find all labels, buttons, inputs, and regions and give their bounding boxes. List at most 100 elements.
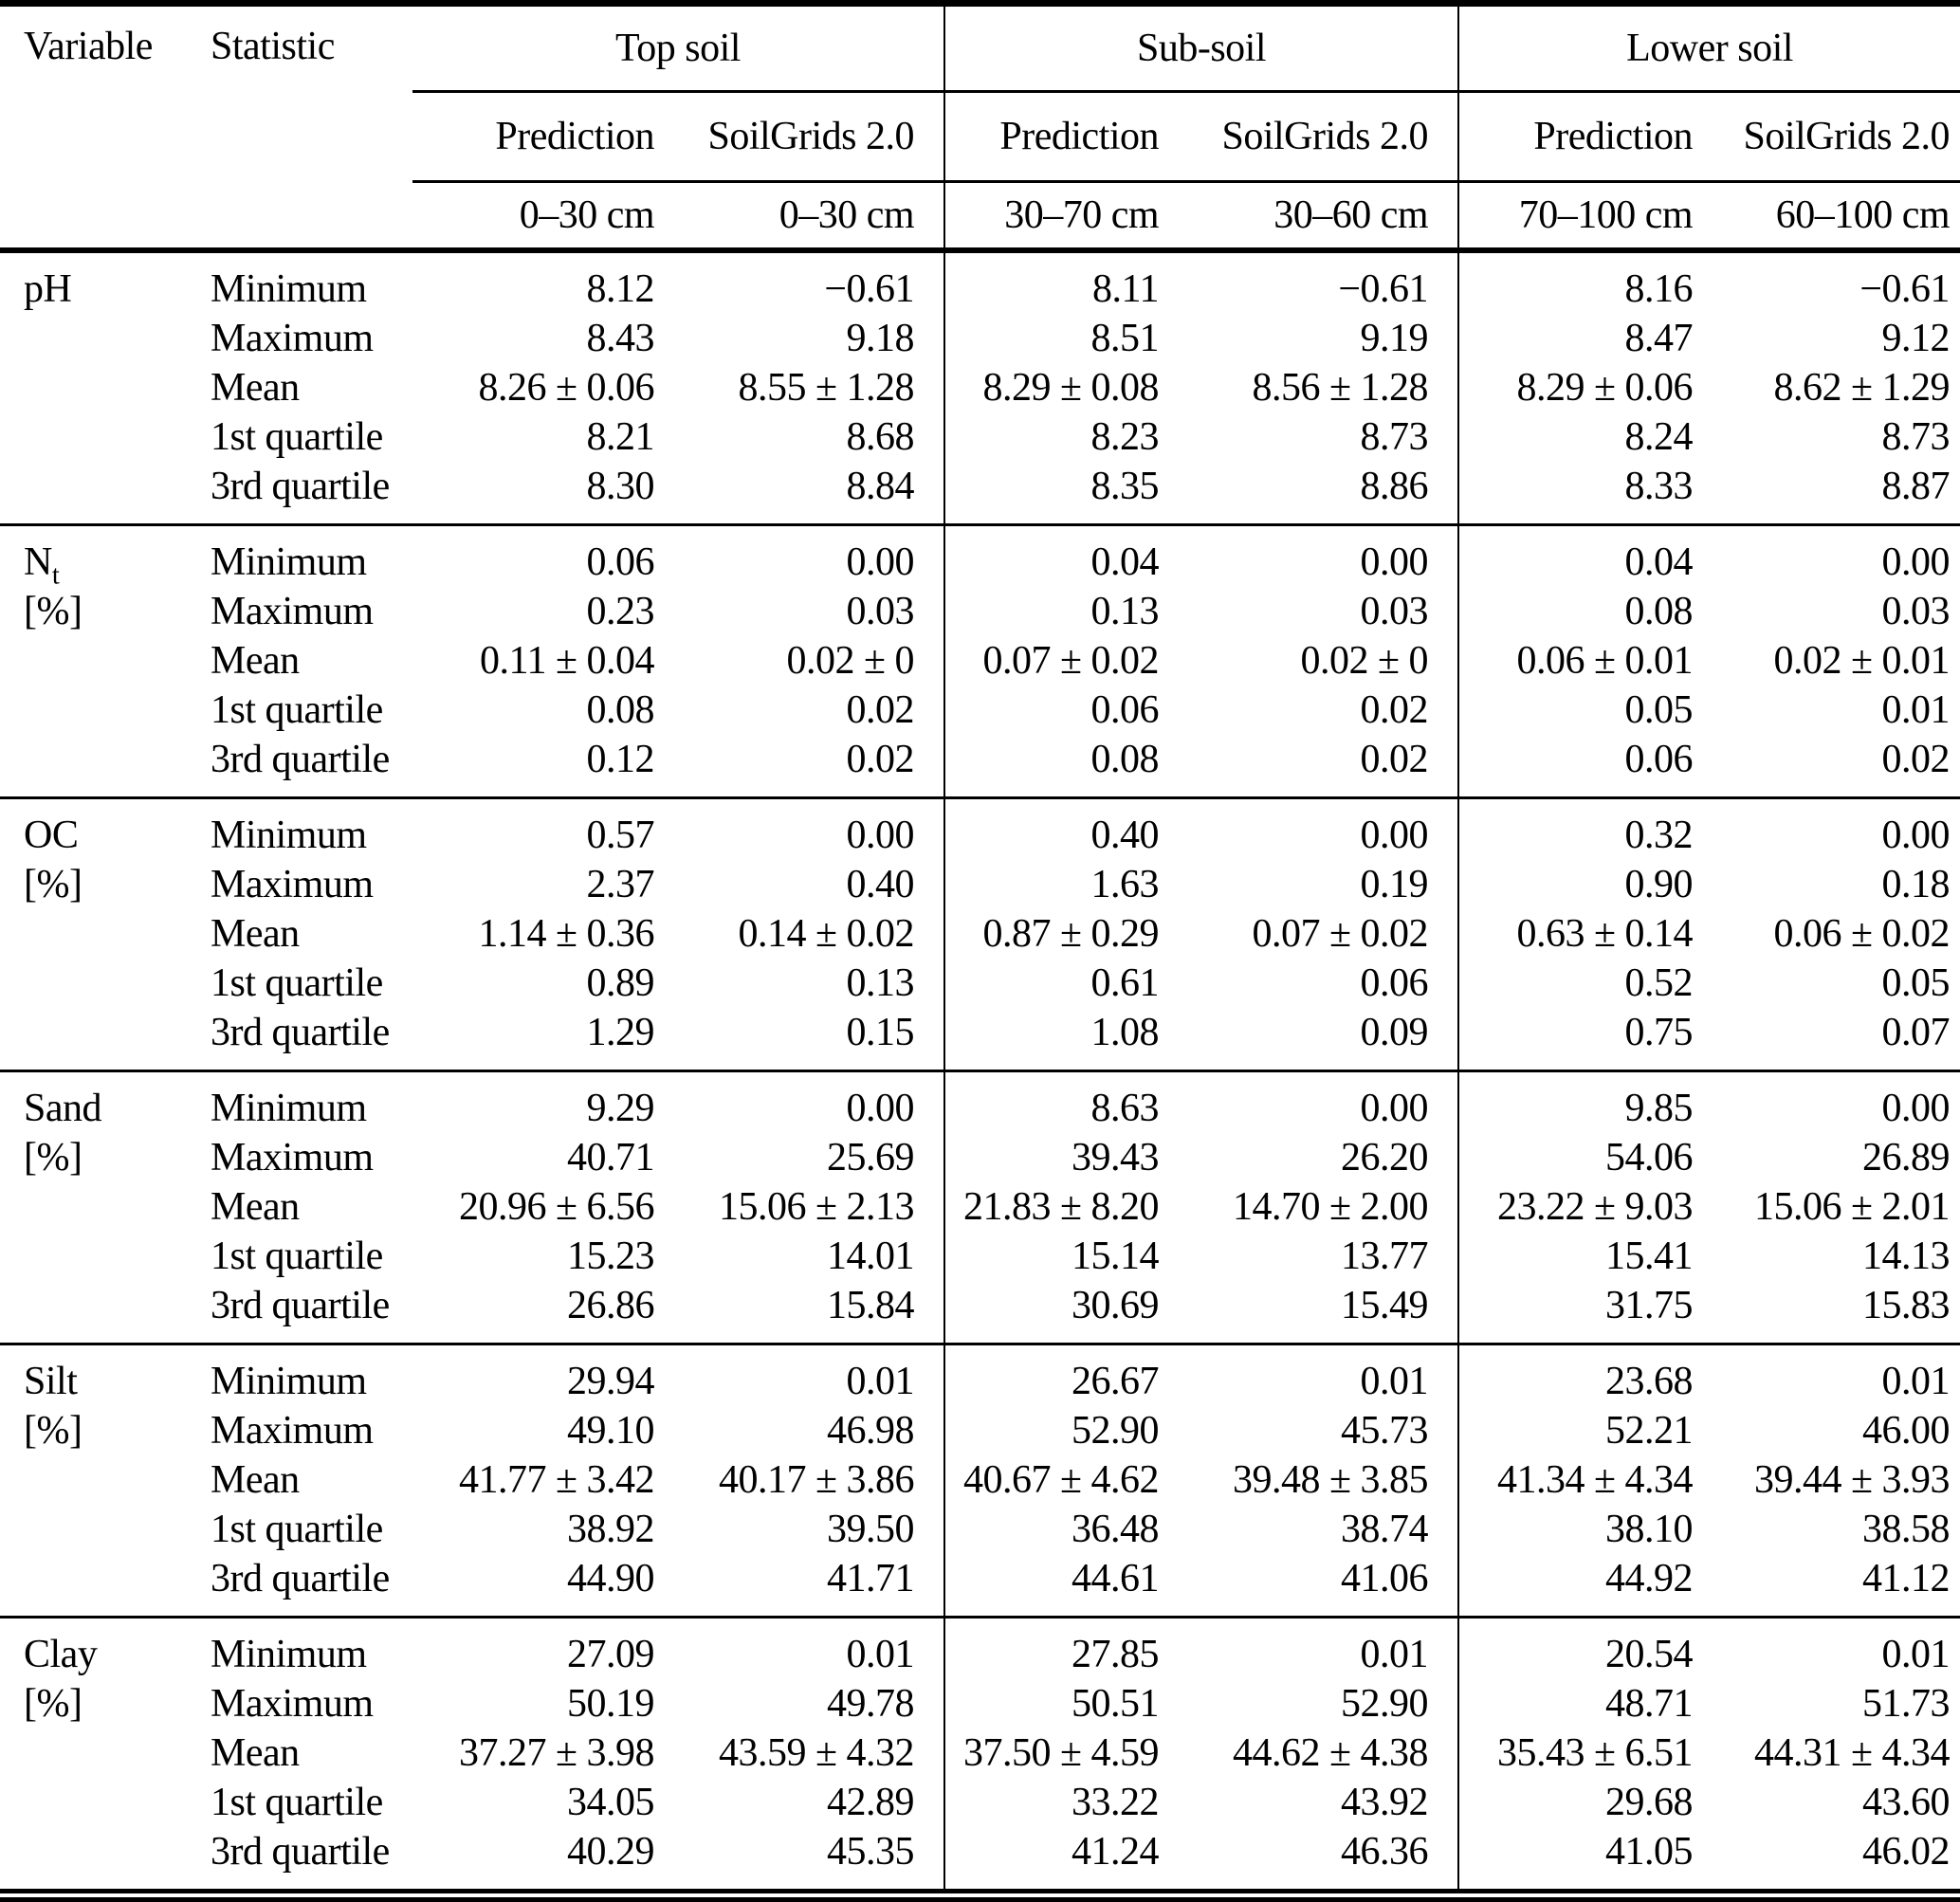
- value-cell: 52.90: [943, 1406, 1187, 1455]
- value-cell: 48.71: [1457, 1679, 1707, 1728]
- value-cell: 8.73: [1360, 415, 1429, 459]
- value-cell: 0.02: [1360, 738, 1429, 781]
- group-header-lower-soil: Lower soil: [1456, 3, 1960, 93]
- value-cell: 0.40: [846, 863, 915, 906]
- value-cell: 0.00: [1360, 540, 1429, 584]
- value-cell: 9.19: [1360, 317, 1429, 360]
- statistic-label: Maximum: [211, 590, 374, 633]
- section-sand: Sand Minimum 9.29 0.00 8.63 0.00 9.85 0.00 [%] Ma…: [0, 1070, 1960, 1344]
- statistic-label: Maximum: [211, 1409, 374, 1453]
- value-cell: 8.73: [1881, 415, 1951, 459]
- value-cell: 51.73: [1862, 1682, 1951, 1726]
- value-cell: 41.06: [1341, 1557, 1429, 1600]
- value-cell: 13.77: [1341, 1234, 1429, 1278]
- value-cell: 44.61: [943, 1554, 1187, 1618]
- statistic-label: Mean: [211, 912, 300, 956]
- value-cell: 44.62 ± 4.38: [1232, 1731, 1429, 1775]
- variable-label: OC: [24, 814, 79, 857]
- value-cell: 0.06 ± 0.02: [1773, 912, 1951, 956]
- value-cell: 38.92: [567, 1508, 655, 1551]
- table-row: [%] Maximum 2.37 0.40 1.63 0.19 0.90 0.18: [0, 860, 1960, 909]
- section-oc: OC Minimum 0.57 0.00 0.40 0.00 0.32 0.00 [%] Maxi…: [0, 797, 1960, 1071]
- value-cell: 2.37: [586, 863, 655, 906]
- table-row: 1st quartile 38.92 39.50 36.48 38.74 38.10 38.…: [0, 1505, 1960, 1554]
- table-row: Mean 41.77 ± 3.42 40.17 ± 3.86 40.67 ± 4.62…: [0, 1455, 1960, 1505]
- value-cell: 0.02: [1881, 738, 1951, 781]
- variable-spacer: [0, 1554, 190, 1618]
- value-cell: 44.31 ± 4.34: [1753, 1731, 1951, 1775]
- value-cell: 26.89: [1862, 1136, 1951, 1180]
- column-header-prediction: Prediction: [1457, 91, 1707, 183]
- table-row: 3rd quartile 26.86 15.84 30.69 15.49 31.75 15.…: [0, 1281, 1960, 1344]
- statistic-label: Minimum: [211, 267, 367, 311]
- value-cell: 40.17 ± 3.86: [718, 1458, 915, 1502]
- table-row: [%] Maximum 0.23 0.03 0.13 0.03 0.08 0.03: [0, 587, 1960, 636]
- value-cell: 0.02: [846, 688, 915, 732]
- variable-spacer: [0, 1778, 190, 1827]
- value-cell: 0.07 ± 0.02: [943, 636, 1187, 686]
- statistic-label: 3rd quartile: [211, 738, 390, 781]
- value-cell: 0.06: [943, 686, 1187, 735]
- value-cell: 42.89: [827, 1781, 915, 1824]
- depth-header: 60–100 cm: [1775, 193, 1951, 237]
- value-cell: 0.01: [1360, 1360, 1429, 1403]
- value-cell: 1.14 ± 0.36: [478, 912, 654, 956]
- section-ph: pH Minimum 8.12 −0.61 8.11 −0.61 8.16 −0.61 Maxi…: [0, 250, 1960, 525]
- value-cell: 14.70 ± 2.00: [1232, 1185, 1429, 1229]
- value-cell: 41.12: [1862, 1557, 1951, 1600]
- variable-spacer: [0, 363, 190, 412]
- value-cell: 36.48: [943, 1505, 1187, 1554]
- statistic-label: Minimum: [211, 814, 367, 857]
- value-cell: 30.69: [943, 1281, 1187, 1344]
- variable-spacer: [0, 412, 190, 462]
- value-cell: 25.69: [827, 1136, 915, 1180]
- value-cell: 0.02 ± 0: [1300, 639, 1428, 683]
- value-cell: 21.83 ± 8.20: [943, 1182, 1187, 1232]
- section-clay: Clay Minimum 27.09 0.01 27.85 0.01 20.54 0.01 [%…: [0, 1617, 1960, 1895]
- variable-spacer: [0, 909, 190, 959]
- value-cell: 46.02: [1862, 1830, 1951, 1874]
- depth-header: 30–70 cm: [943, 181, 1187, 250]
- value-cell: 0.06: [586, 540, 655, 584]
- table-row: Sand Minimum 9.29 0.00 8.63 0.00 9.85 0.00: [0, 1070, 1960, 1133]
- value-cell: 0.00: [1881, 1087, 1951, 1130]
- statistic-label: 3rd quartile: [211, 1557, 390, 1600]
- statistic-label: 1st quartile: [211, 1234, 383, 1278]
- value-cell: 0.40: [943, 797, 1187, 860]
- value-cell: 8.56 ± 1.28: [1252, 366, 1428, 410]
- statistic-label: 3rd quartile: [211, 1830, 390, 1874]
- value-cell: 0.00: [846, 814, 915, 857]
- variable-spacer: [0, 462, 190, 525]
- value-cell: 0.00: [1881, 540, 1951, 584]
- value-cell: 26.67: [943, 1344, 1187, 1406]
- value-cell: 34.05: [567, 1781, 655, 1824]
- table-row: [%] Maximum 50.19 49.78 50.51 52.90 48.71 51.73: [0, 1679, 1960, 1728]
- value-cell: 0.02: [846, 738, 915, 781]
- value-cell: 0.23: [586, 590, 655, 633]
- value-cell: 35.43 ± 6.51: [1457, 1728, 1707, 1778]
- value-cell: 52.21: [1457, 1406, 1707, 1455]
- variable-spacer: [0, 1505, 190, 1554]
- column-header-prediction: Prediction: [412, 91, 673, 183]
- value-cell: 29.68: [1457, 1778, 1707, 1827]
- value-cell: 8.29 ± 0.06: [1457, 363, 1707, 412]
- variable-spacer: [0, 1728, 190, 1778]
- value-cell: 8.29 ± 0.08: [943, 363, 1187, 412]
- table-row: 3rd quartile 8.30 8.84 8.35 8.86 8.33 8.87: [0, 462, 1960, 525]
- value-cell: 39.50: [827, 1508, 915, 1551]
- value-cell: 8.43: [586, 317, 655, 360]
- value-cell: 0.03: [1360, 590, 1429, 633]
- column-header-statistic: Statistic: [211, 25, 335, 68]
- value-cell: 46.98: [827, 1409, 915, 1453]
- value-cell: 0.02: [1360, 688, 1429, 732]
- value-cell: 0.87 ± 0.29: [943, 909, 1187, 959]
- table-row: Maximum 8.43 9.18 8.51 9.19 8.47 9.12: [0, 314, 1960, 363]
- value-cell: 0.02 ± 0: [786, 639, 914, 683]
- value-cell: 8.11: [943, 250, 1187, 314]
- value-cell: 14.13: [1862, 1234, 1951, 1278]
- value-cell: 0.02 ± 0.01: [1773, 639, 1951, 683]
- value-cell: 1.63: [943, 860, 1187, 909]
- value-cell: 20.96 ± 6.56: [458, 1185, 655, 1229]
- value-cell: 8.24: [1457, 412, 1707, 462]
- value-cell: 20.54: [1457, 1617, 1707, 1679]
